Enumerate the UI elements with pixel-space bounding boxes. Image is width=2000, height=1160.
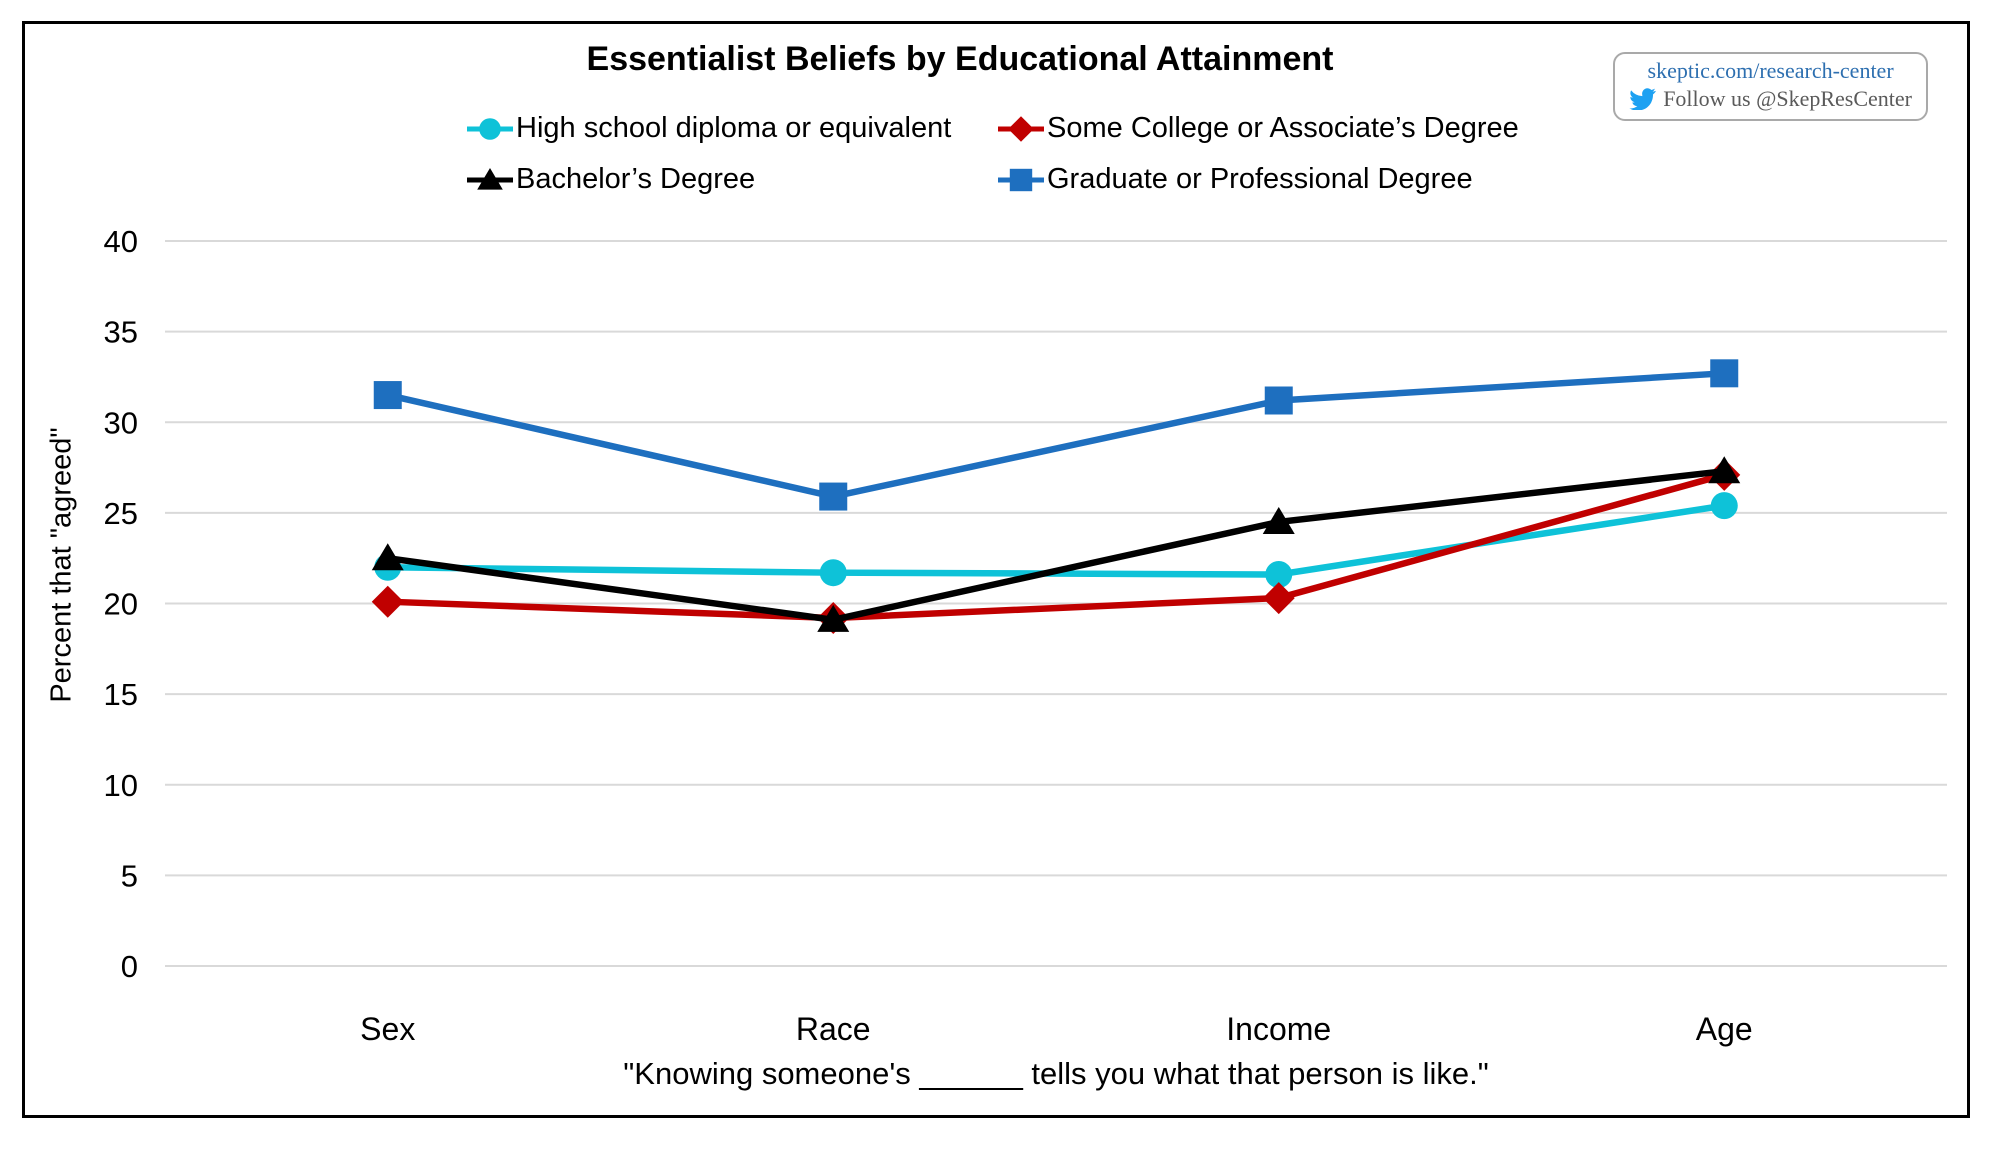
square-marker-icon <box>998 168 1044 191</box>
y-tick-label: 30 <box>104 405 138 440</box>
chart-frame <box>22 21 1970 1118</box>
x-category-label: Race <box>796 1011 871 1047</box>
data-point-marker <box>371 543 404 571</box>
legend-label: Some College or Associate’s Degree <box>1047 112 1519 144</box>
y-tick-label: 0 <box>121 949 138 984</box>
data-point-marker <box>371 585 404 618</box>
y-tick-label: 20 <box>104 587 138 622</box>
data-point-marker <box>373 381 402 410</box>
x-category-label: Income <box>1226 1011 1331 1047</box>
legend-item-some-college-or-associate-s-degree: Some College or Associate’s Degree <box>998 112 1519 145</box>
y-tick-label: 35 <box>104 315 138 350</box>
series-line <box>387 467 1725 624</box>
series-line <box>387 370 1725 500</box>
y-axis-title: Percent that "agreed" <box>45 427 78 703</box>
y-tick-label: 25 <box>104 496 138 531</box>
data-point-marker <box>817 604 850 632</box>
legend-label: High school diploma or equivalent <box>516 112 952 144</box>
data-point-marker <box>1264 386 1293 415</box>
x-category-label: Sex <box>360 1011 415 1047</box>
series-line <box>387 471 1726 622</box>
data-point-marker <box>1262 582 1295 615</box>
data-point-marker <box>1262 506 1295 534</box>
attribution-badge[interactable]: skeptic.com/research-center Follow us @S… <box>1613 52 1928 121</box>
data-point-marker <box>819 482 848 511</box>
series-graduate-or-professional-degree <box>373 359 1739 511</box>
x-axis-caption: "Knowing someone's ______ tells you what… <box>623 1056 1489 1091</box>
y-tick-label: 15 <box>104 677 138 712</box>
y-tick-label: 40 <box>104 224 138 259</box>
data-point-marker <box>819 559 847 587</box>
data-point-marker <box>1708 456 1741 484</box>
data-point-marker <box>1265 561 1293 588</box>
triangle-marker-icon <box>467 167 513 190</box>
badge-follow-row[interactable]: Follow us @SkepResCenter <box>1629 86 1912 112</box>
legend-label: Graduate or Professional Degree <box>1047 163 1473 195</box>
twitter-icon <box>1629 88 1656 110</box>
y-axis-tick-labels: 0 5 10 15 20 25 30 35 40 <box>104 224 138 984</box>
circle-marker-icon <box>467 117 513 140</box>
badge-follow-text: Follow us @SkepResCenter <box>1663 86 1912 111</box>
legend-item-bachelor-s-degree: Bachelor’s Degree <box>467 163 998 196</box>
legend-item-graduate-or-professional-degree: Graduate or Professional Degree <box>998 163 1519 196</box>
series-some-college-or-associate-s-degree <box>371 458 1741 634</box>
legend: High school diploma or equivalent Some Co… <box>467 112 1519 196</box>
data-point-marker <box>1710 492 1738 520</box>
series-line <box>387 502 1725 578</box>
badge-url-link[interactable]: skeptic.com/research-center <box>1647 58 1894 83</box>
series-bachelor-s-degree <box>371 456 1741 632</box>
chart-title: Essentialist Beliefs by Educational Atta… <box>586 40 1334 78</box>
y-tick-label: 10 <box>104 768 138 803</box>
x-category-label: Age <box>1696 1011 1753 1047</box>
y-tick-label: 5 <box>121 858 138 893</box>
diamond-marker-icon <box>998 115 1044 142</box>
legend-label: Bachelor’s Degree <box>516 163 756 195</box>
legend-item-high-school-diploma-or-equivalent: High school diploma or equivalent <box>467 112 998 145</box>
data-point-marker <box>1710 359 1739 388</box>
